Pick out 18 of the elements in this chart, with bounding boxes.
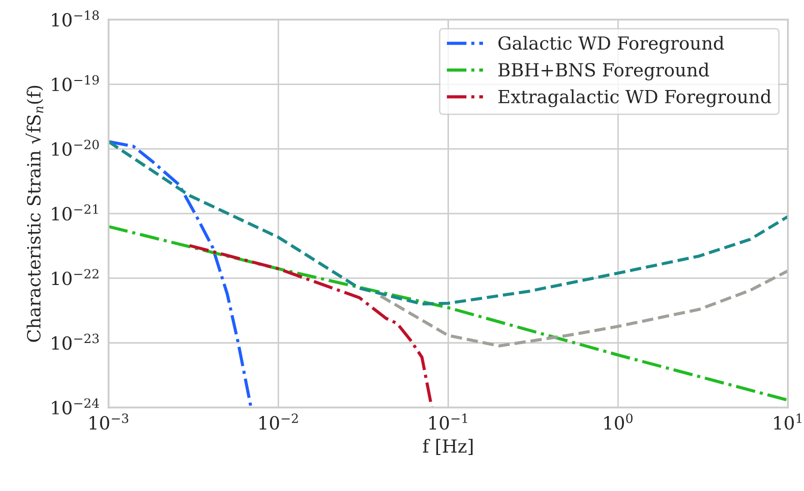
y-tick-label: 10$^{−18}$ <box>52 10 99 27</box>
x-tick-label: 10$^{−1}$ <box>429 414 468 430</box>
y-tick-label: 10$^{−24}$ <box>52 398 100 415</box>
line-series <box>108 225 788 402</box>
y-axis-title: Characteristic Strain √fS$_{n}$(f) <box>26 86 44 342</box>
legend-label: Galactic WD Foreground <box>498 36 724 54</box>
x-tick-label: 10$^{−2}$ <box>259 414 298 430</box>
x-tick-label: 10$^{−3}$ <box>90 414 128 430</box>
x-axis-title: f [Hz] <box>422 438 473 455</box>
y-tick-label: 10$^{−19}$ <box>52 75 99 92</box>
y-tick-label: 10$^{−23}$ <box>52 334 99 350</box>
x-tick-label: 10$^{0}$ <box>604 414 633 430</box>
legend-label: BBH+BNS Foreground <box>498 62 710 80</box>
y-tick-label: 10$^{−21}$ <box>52 204 98 221</box>
y-tick-label: 10$^{−20}$ <box>52 140 99 156</box>
x-tick-label: 10$^{1}$ <box>774 414 802 430</box>
y-tick-label: 10$^{−22}$ <box>52 269 98 286</box>
legend-label: Extragalactic WD Foreground <box>498 89 772 108</box>
